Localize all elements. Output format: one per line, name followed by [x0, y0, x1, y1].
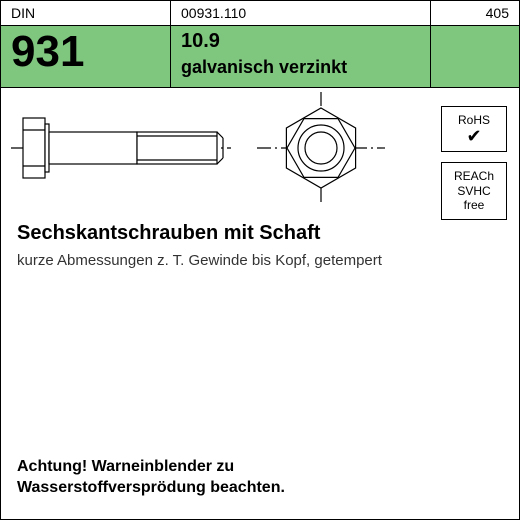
- reach-badge: REACh SVHC free: [441, 162, 507, 219]
- grade-cell: 10.9 galvanisch verzinkt: [171, 26, 431, 87]
- reach-line1: REACh: [446, 169, 502, 183]
- strip-spacer: [431, 26, 519, 87]
- product-body: kurze Abmessungen z. T. Gewinde bis Kopf…: [17, 251, 397, 271]
- compliance-badges: RoHS ✔ REACh SVHC free: [441, 106, 507, 230]
- reach-line3: free: [446, 198, 502, 212]
- strength-grade: 10.9: [181, 30, 420, 53]
- din-number: 931: [1, 26, 171, 87]
- warning-line2: Wasserstoffversprödung beachten.: [17, 478, 285, 499]
- product-title: Sechskantschrauben mit Schaft: [17, 222, 503, 245]
- rohs-badge: RoHS ✔: [441, 106, 507, 152]
- reach-line2: SVHC: [446, 184, 502, 198]
- rohs-label: RoHS: [446, 113, 502, 127]
- warning-line1: Achtung! Warneinblender zu: [17, 457, 285, 478]
- header-right: 405: [431, 1, 519, 25]
- finish-label: galvanisch verzinkt: [181, 57, 420, 78]
- check-icon: ✔: [446, 127, 502, 145]
- green-strip: 931 10.9 galvanisch verzinkt: [1, 26, 519, 88]
- header-row: DIN 00931.110 405: [1, 1, 519, 26]
- warning-text: Achtung! Warneinblender zu Wasserstoffve…: [17, 457, 285, 499]
- header-code: 00931.110: [171, 1, 431, 25]
- header-std: DIN: [1, 1, 171, 25]
